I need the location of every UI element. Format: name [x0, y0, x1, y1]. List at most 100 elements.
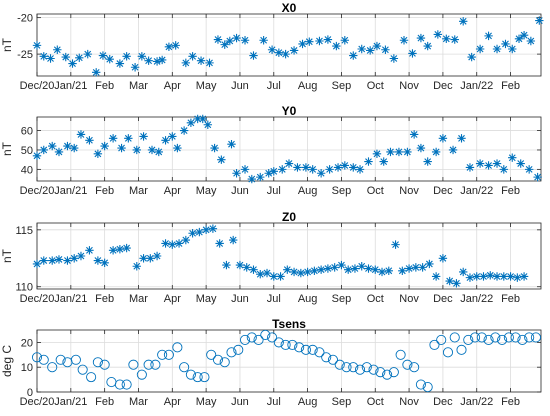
data-point [535, 16, 544, 25]
data-point [181, 58, 191, 68]
x-tick-label: Jul [267, 293, 281, 305]
data-point [220, 40, 229, 49]
x-tick-label: Feb [95, 293, 114, 305]
x-tick-label: Feb [95, 185, 114, 197]
panel-y0: Dec/20 Jan/21 Feb Mar Apr May Jun Jul Aug Sep Oct N… [0, 104, 542, 197]
data-point [161, 239, 170, 248]
data-point [39, 52, 48, 61]
data-point [70, 143, 79, 153]
x-tick-label: May [196, 293, 217, 305]
data-point [357, 262, 366, 271]
data-point [483, 334, 494, 345]
data-point [289, 267, 299, 277]
y-tick-label: 20 [21, 337, 33, 349]
data-point [115, 59, 125, 68]
data-point [203, 120, 213, 129]
data-point [484, 161, 493, 170]
data-point [476, 332, 487, 343]
data-point [93, 256, 103, 265]
data-point [298, 39, 307, 49]
x-tick-label: Feb [501, 396, 520, 408]
data-point [402, 359, 413, 370]
data-point [232, 169, 241, 178]
data-point [475, 159, 485, 168]
data-point [465, 163, 475, 172]
data-point [53, 45, 62, 54]
data-point [143, 359, 154, 370]
data-point [267, 332, 278, 343]
data-point [449, 332, 460, 343]
data-point [106, 377, 117, 388]
data-point [382, 369, 393, 380]
data-point [157, 349, 168, 360]
x-tick-label: Feb [501, 293, 520, 305]
data-point [418, 263, 427, 272]
data-point [114, 379, 125, 390]
data-point [46, 54, 55, 63]
x-tick-label: Apr [164, 80, 181, 92]
data-point [139, 254, 148, 263]
data-point [340, 36, 350, 45]
x-tick-label: Oct [367, 293, 384, 305]
data-point [399, 36, 409, 45]
data-point [225, 36, 235, 46]
data-point [105, 55, 114, 64]
x-tick-label: Jun [231, 185, 249, 197]
data-point [188, 229, 197, 238]
x-tick-label: May [196, 185, 217, 197]
data-point [108, 134, 118, 143]
data-point [31, 352, 43, 363]
data-point [296, 268, 306, 278]
data-point [289, 46, 299, 55]
data-point [492, 159, 502, 168]
data-point [232, 33, 241, 43]
data-point [398, 266, 407, 275]
data-point [85, 246, 94, 255]
data-point [465, 273, 475, 282]
data-point [76, 251, 86, 261]
data-point [469, 332, 481, 343]
data-point [174, 239, 184, 248]
data-point [499, 165, 508, 174]
x-tick-label: Mar [129, 293, 148, 305]
data-point [206, 349, 217, 360]
data-point [456, 344, 467, 355]
data-point [181, 235, 191, 245]
data-point [70, 254, 79, 263]
data-point [364, 264, 373, 273]
data-point [308, 165, 317, 174]
data-point [371, 265, 380, 274]
data-point [240, 36, 250, 45]
x-tick-label: Jan/22 [460, 396, 493, 408]
x-tick-label: Nov [399, 80, 419, 92]
data-point [484, 31, 493, 41]
data-point [117, 143, 126, 153]
x-tick-label: Sep [332, 80, 352, 92]
data-point [395, 349, 406, 360]
data-point [227, 139, 236, 149]
data-point [193, 114, 202, 124]
data-point [235, 260, 245, 270]
x-tick-label: Dec/20 [20, 185, 55, 197]
data-point [404, 264, 414, 273]
data-point [510, 332, 521, 343]
data-point [343, 265, 353, 274]
x-tick-label: Apr [164, 293, 181, 305]
data-point [262, 268, 272, 278]
data-point [334, 359, 345, 370]
x-tick-label: Mar [129, 80, 148, 92]
data-point [253, 334, 264, 345]
x-tick-label: May [196, 396, 217, 408]
y-tick-label: 60 [21, 126, 33, 138]
data-point [100, 141, 109, 151]
data-point [379, 157, 388, 166]
data-point [307, 344, 318, 355]
data-point [196, 56, 206, 65]
panel-z0: Dec/20 Jan/21 Feb Mar Apr May Jun Jul Aug Sep Oct N… [0, 210, 542, 305]
data-point [83, 49, 92, 59]
data-point [192, 372, 203, 383]
data-point [130, 63, 140, 72]
x-tick-label: Jan/21 [54, 185, 87, 197]
data-point [348, 362, 359, 373]
y-tick-label: 10 [21, 362, 33, 374]
